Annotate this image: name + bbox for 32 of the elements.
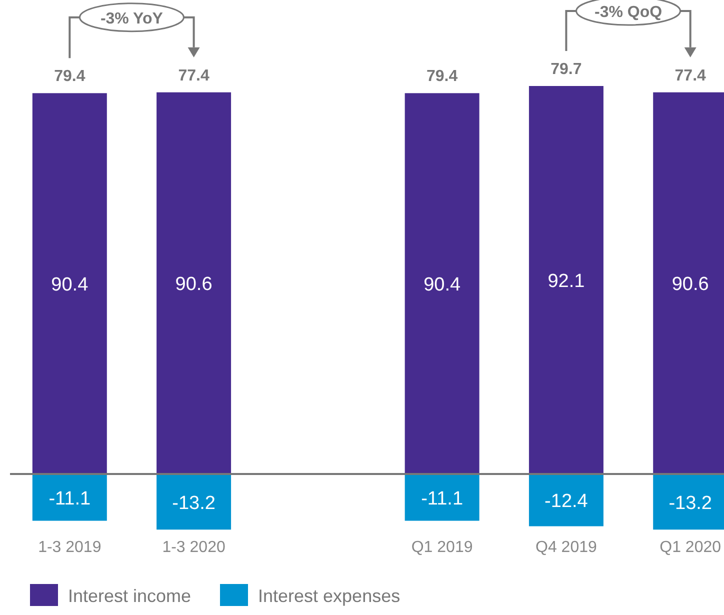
- data-label: 90.6: [175, 274, 212, 296]
- data-label: 90.6: [672, 274, 709, 296]
- data-label: -13.2: [172, 492, 216, 514]
- total-label: 77.4: [178, 67, 210, 84]
- bar: [156, 474, 232, 530]
- total-label: 79.7: [550, 61, 582, 78]
- bar: [404, 93, 480, 474]
- bar: [404, 474, 480, 521]
- data-label: -12.4: [544, 491, 588, 512]
- data-label: -13.2: [668, 492, 712, 514]
- bar: [528, 474, 604, 526]
- data-label: -11.1: [421, 488, 464, 510]
- x-tick-label: 1-3 2020: [162, 539, 226, 556]
- x-tick-label: 1-3 2019: [38, 539, 102, 556]
- x-tick-label: Q1 2020: [660, 539, 722, 556]
- bar: [32, 93, 107, 474]
- bar: [156, 92, 232, 474]
- data-label: -11.1: [48, 488, 91, 510]
- total-label: 79.4: [426, 68, 458, 86]
- total-label: 79.4: [54, 68, 86, 86]
- text: -3% QoQ: [594, 4, 662, 21]
- bar: [528, 86, 604, 474]
- data-label: 90.4: [424, 274, 461, 296]
- data-label: 90.4: [51, 274, 89, 296]
- legend-label: Interest income: [68, 586, 192, 606]
- total-label: 77.4: [674, 67, 706, 84]
- legend-label: Interest expenses: [258, 586, 400, 606]
- x-tick-label: Q1 2019: [411, 539, 473, 556]
- data-label: 92.1: [548, 271, 585, 292]
- bar: [32, 474, 107, 521]
- x-tick-label: Q4 2019: [536, 539, 597, 556]
- text: -3% YoY: [100, 10, 164, 28]
